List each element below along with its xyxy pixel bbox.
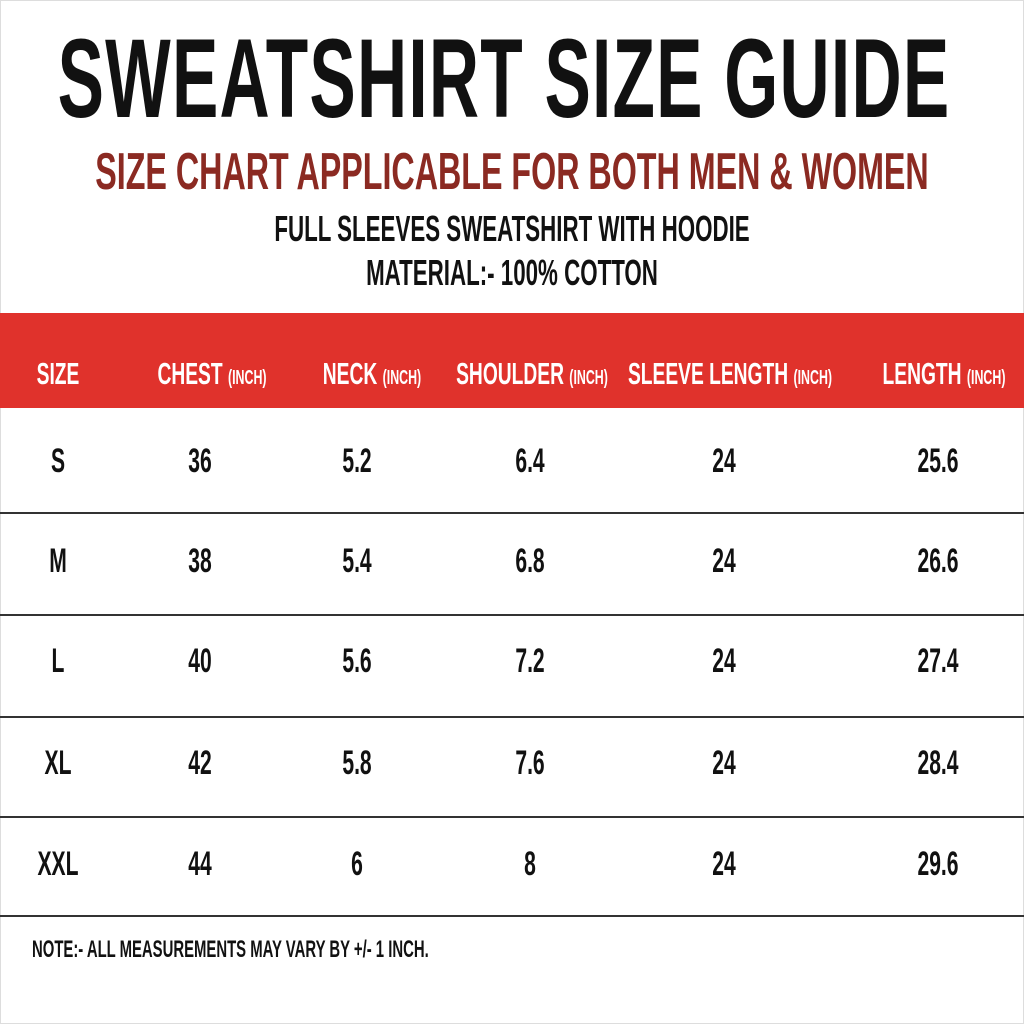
column-label: SLEEVE LENGTH (627, 356, 789, 391)
row-divider (0, 614, 1024, 616)
footnote: NOTE:- ALL MEASUREMENTS MAY VARY BY +/- … (32, 936, 429, 963)
table-cell: 40 (188, 642, 212, 680)
table-cell: 27.4 (917, 642, 959, 680)
column-unit: (INCH) (382, 367, 422, 389)
table-cell: 25.6 (917, 442, 959, 480)
row-divider (0, 816, 1024, 818)
table-cell: 7.6 (515, 744, 545, 782)
table-cell: 5.4 (342, 542, 372, 580)
table-cell: 6.4 (515, 442, 545, 480)
table-cell: 24 (712, 642, 736, 680)
row-divider (0, 716, 1024, 718)
table-cell: 5.6 (342, 642, 372, 680)
column-label: NECK (322, 356, 378, 391)
column-header: SIZE (37, 356, 80, 392)
table-cell: 24 (712, 744, 736, 782)
page-title: SWEATSHIRT SIZE GUIDE (57, 16, 951, 141)
column-header: LENGTH (INCH) (883, 356, 1006, 392)
column-unit: (INCH) (227, 367, 267, 389)
column-label: SIZE (36, 356, 80, 391)
column-unit: (INCH) (569, 367, 608, 389)
table-cell: 5.8 (342, 744, 372, 782)
table-cell: 29.6 (917, 845, 959, 883)
table-cell: 26.6 (917, 542, 959, 580)
subtitle: SIZE CHART APPLICABLE FOR BOTH MEN & WOM… (95, 143, 929, 201)
table-cell: M (49, 542, 67, 580)
table-cell: 28.4 (917, 744, 959, 782)
row-divider (0, 512, 1024, 514)
table-cell: 44 (188, 845, 212, 883)
product-description: FULL SLEEVES SWEATSHIRT WITH HOODIE (274, 208, 750, 249)
table-cell: 24 (712, 442, 736, 480)
column-label: CHEST (157, 356, 223, 391)
column-unit: (INCH) (966, 367, 1006, 389)
table-cell: 6 (351, 845, 363, 883)
material-line: MATERIAL:- 100% COTTON (366, 252, 658, 293)
table-header-band (0, 313, 1024, 408)
table-cell: 6.8 (515, 542, 545, 580)
table-cell: 24 (712, 845, 736, 883)
column-header: SHOULDER (INCH) (456, 356, 608, 392)
column-unit: (INCH) (793, 367, 833, 389)
column-header: SLEEVE LENGTH (INCH) (628, 356, 832, 392)
table-cell: 36 (188, 442, 212, 480)
column-label: LENGTH (882, 356, 962, 391)
table-cell: XL (44, 744, 72, 782)
table-cell: XXL (37, 845, 79, 883)
table-cell: 38 (188, 542, 212, 580)
table-cell: 5.2 (342, 442, 372, 480)
column-header: NECK (INCH) (323, 356, 421, 392)
table-cell: 24 (712, 542, 736, 580)
column-header: CHEST (INCH) (157, 356, 266, 392)
table-cell: S (50, 442, 66, 480)
table-cell: L (51, 642, 65, 680)
table-cell: 42 (188, 744, 212, 782)
table-cell: 8 (524, 845, 536, 883)
column-label: SHOULDER (456, 356, 564, 391)
table-cell: 7.2 (515, 642, 545, 680)
row-divider (0, 915, 1024, 917)
